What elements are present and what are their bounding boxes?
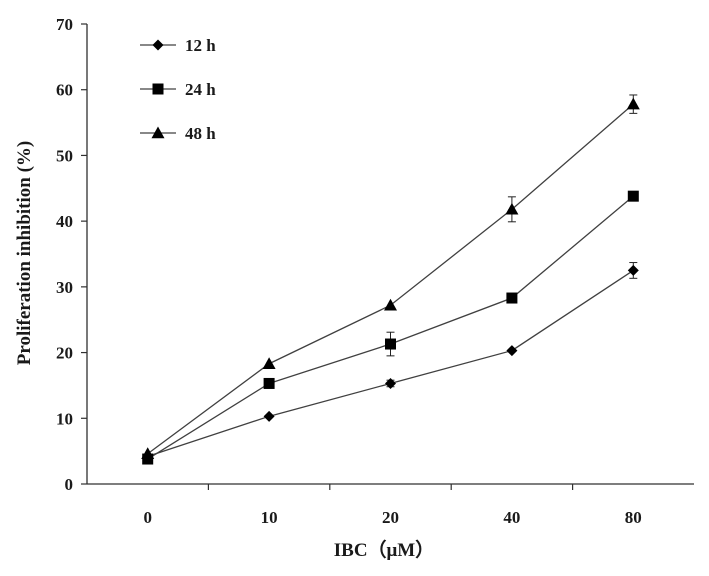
legend-marker (151, 126, 165, 139)
data-point (506, 292, 518, 304)
data-point (505, 202, 519, 215)
legend-item: 24 h (140, 80, 216, 99)
y-tick-label: 30 (56, 278, 73, 297)
data-point (627, 264, 639, 276)
y-axis-title: Proliferation inhibition (%) (14, 141, 35, 365)
y-tick-label: 0 (65, 475, 74, 494)
data-point (385, 338, 396, 350)
series-24h (142, 190, 639, 465)
data-point (384, 298, 397, 311)
axes (86, 24, 694, 485)
legend: 12 h 24 h 48 h (140, 36, 216, 143)
y-tick-label: 50 (56, 146, 73, 165)
x-tick-label: 80 (625, 508, 642, 527)
series-line (147, 103, 634, 455)
legend-item: 48 h (140, 124, 216, 143)
series-layer (141, 94, 640, 465)
x-axis-title: IBC（μM） (334, 538, 435, 561)
y-tick-label: 10 (56, 409, 73, 428)
data-point (262, 357, 276, 369)
legend-label: 48 h (185, 124, 216, 143)
data-point (263, 377, 275, 389)
x-tick-label: 20 (382, 508, 399, 527)
x-tick-label: 40 (503, 508, 520, 527)
data-point (142, 453, 154, 465)
y-tick-label: 40 (56, 212, 73, 231)
y-tick-label: 20 (56, 344, 73, 363)
data-point (263, 410, 275, 422)
legend-marker (152, 39, 164, 51)
x-tick-label: 0 (143, 508, 152, 527)
y-tick-label: 60 (56, 81, 73, 100)
data-point (627, 190, 639, 202)
ticks: 0 10 20 30 40 50 60 70 0 10 20 40 80 (56, 15, 642, 527)
data-point (141, 447, 155, 459)
data-point (385, 377, 396, 389)
series-48h (141, 94, 640, 459)
data-point (626, 97, 640, 110)
series-line (147, 269, 634, 458)
legend-label: 12 h (185, 36, 216, 55)
series-line (147, 195, 634, 460)
y-tick-label: 70 (56, 15, 73, 34)
legend-label: 24 h (185, 80, 216, 99)
legend-item: 12 h (140, 36, 216, 55)
legend-marker (152, 83, 164, 95)
data-point (506, 345, 518, 357)
x-tick-label: 10 (261, 508, 278, 527)
series-12h (142, 262, 639, 462)
